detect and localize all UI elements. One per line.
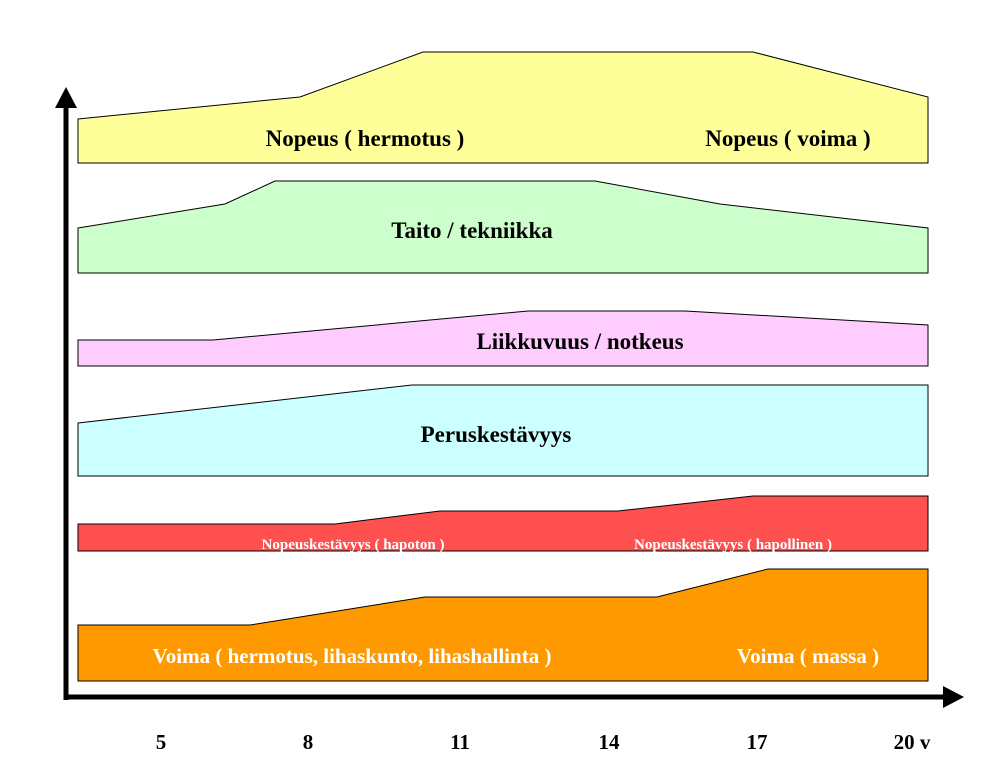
x-tick-label: 20 v <box>894 730 931 754</box>
x-tick-label: 8 <box>303 730 314 754</box>
x-tick-label: 11 <box>450 730 470 754</box>
label-nopeuskestavyys-hapoton: Nopeuskestävyys ( hapoton ) <box>262 537 445 553</box>
band-liikkuvuus <box>77 310 929 367</box>
band-taito <box>77 180 929 274</box>
band-nopeus <box>77 51 929 164</box>
label-voima-hermotus: Voima ( hermotus, lihaskunto, lihashalli… <box>153 644 552 668</box>
y-axis-arrow-icon <box>55 87 77 108</box>
label-nopeus-hermotus: Nopeus ( hermotus ) <box>266 126 465 151</box>
label-nopeuskestavyys-hapollinen: Nopeuskestävyys ( hapollinen ) <box>634 537 832 553</box>
label-taito: Taito / tekniikka <box>391 218 553 243</box>
label-peruskestavyys: Peruskestävyys <box>421 422 572 447</box>
x-tick-label: 5 <box>156 730 167 754</box>
label-liikkuvuus: Liikkuvuus / notkeus <box>476 329 683 354</box>
band-voima <box>77 568 929 682</box>
x-tick-label: 14 <box>599 730 621 754</box>
band-peruskestavyys <box>77 384 929 477</box>
label-voima-massa: Voima ( massa ) <box>737 644 879 668</box>
label-nopeus-voima: Nopeus ( voima ) <box>705 126 870 151</box>
x-axis-arrow-icon <box>943 686 964 708</box>
x-tick-label: 17 <box>747 730 768 754</box>
band-nopeuskestavyys <box>77 495 929 552</box>
